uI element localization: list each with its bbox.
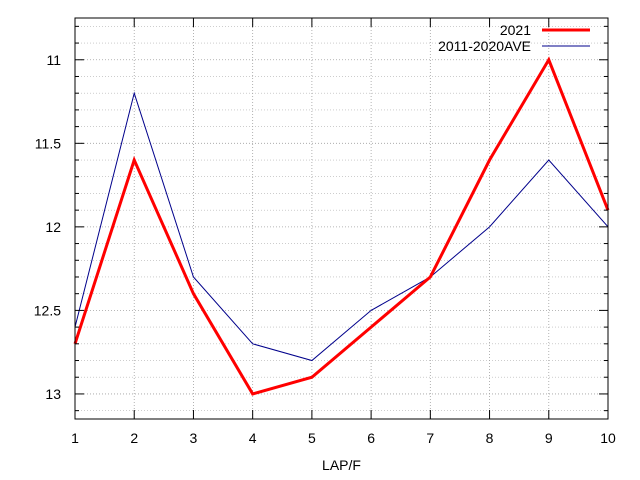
y-tick-labels: 11 11.5 12 12.5 13 — [34, 52, 61, 402]
x-tick-label: 5 — [308, 430, 316, 446]
x-tick-label: 2 — [130, 430, 138, 446]
x-axis-label: LAP/F — [322, 457, 361, 473]
x-tick-label: 10 — [600, 430, 616, 446]
x-tick-label: 4 — [249, 430, 257, 446]
y-tick-label: 11 — [46, 52, 61, 68]
legend-label: 2021 — [500, 22, 531, 38]
y-tick-label: 12 — [45, 219, 61, 235]
series-line-2021 — [73, 56, 610, 396]
x-tick-labels: 1 2 3 4 5 6 7 8 9 10 — [71, 430, 616, 446]
series-layer — [73, 56, 610, 396]
legend-label: 2011-2020AVE — [438, 38, 531, 54]
x-tick-label: 1 — [71, 430, 79, 446]
x-tick-label: 6 — [367, 430, 375, 446]
plot-frame — [74, 17, 609, 420]
y-tick-label: 11.5 — [35, 135, 61, 151]
x-tick-label: 8 — [486, 430, 494, 446]
axis-ticks — [74, 18, 609, 419]
x-tick-label: 7 — [426, 430, 434, 446]
y-tick-label: 12.5 — [34, 302, 61, 318]
x-tick-label: 3 — [190, 430, 198, 446]
x-tick-label: 9 — [545, 430, 553, 446]
series-line-average — [74, 91, 609, 362]
y-tick-label: 13 — [45, 386, 61, 402]
